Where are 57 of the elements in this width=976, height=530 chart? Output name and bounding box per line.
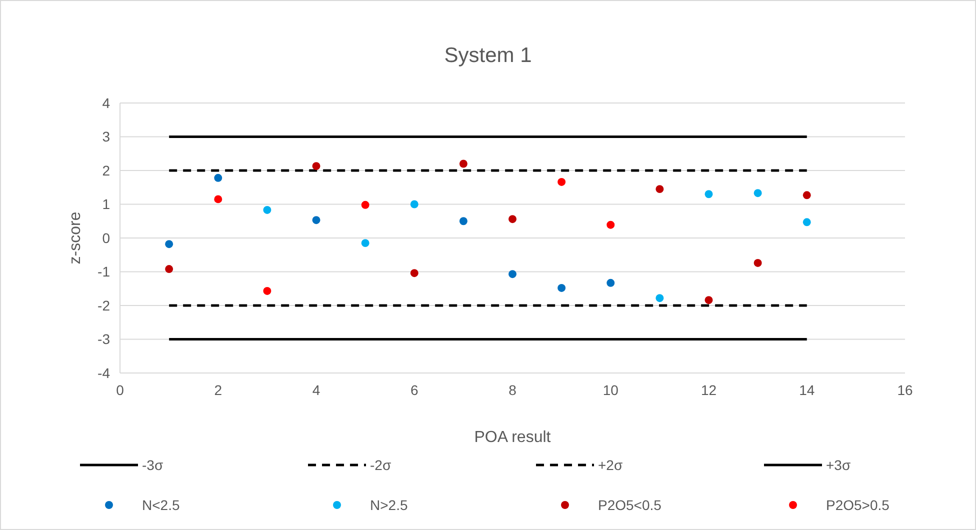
point <box>802 218 811 226</box>
point <box>459 160 468 168</box>
y-tick-label: 0 <box>102 230 110 246</box>
legend-label: -2σ <box>370 456 392 473</box>
legend-label: P2O5<0.5 <box>598 496 662 513</box>
x-tick-label: 14 <box>799 382 815 398</box>
legend-label: +3σ <box>826 456 851 473</box>
point <box>606 220 615 229</box>
point <box>361 200 370 209</box>
x-tick-label: 8 <box>508 382 517 398</box>
chart-title: System 1 <box>444 44 532 67</box>
y-tick-label: -3 <box>98 331 110 348</box>
point <box>263 287 272 295</box>
legend-label: -3σ <box>142 456 164 473</box>
x-tick-label: 16 <box>897 382 913 398</box>
x-tick-label: 6 <box>410 382 418 398</box>
point <box>165 265 174 274</box>
point <box>656 294 664 302</box>
point <box>214 195 222 204</box>
point <box>263 206 272 214</box>
y-axis-title: z-score <box>67 212 84 264</box>
point <box>754 189 762 198</box>
x-tick-label: 4 <box>312 382 320 398</box>
y-tick-label: 1 <box>102 196 110 212</box>
point <box>165 240 174 248</box>
legend-label: +2σ <box>598 456 623 473</box>
x-tick-label: 12 <box>700 382 717 398</box>
x-tick-label: 2 <box>214 382 222 398</box>
x-tick-label: 0 <box>116 382 124 398</box>
point <box>802 191 811 200</box>
point <box>361 239 370 248</box>
point <box>754 258 762 267</box>
point <box>312 162 320 170</box>
x-tick-label: 10 <box>602 382 619 398</box>
point <box>656 185 664 194</box>
legend-label: N>2.5 <box>370 496 408 513</box>
y-tick-label: -1 <box>98 264 110 280</box>
y-tick-label: 3 <box>102 128 110 145</box>
point <box>606 278 615 287</box>
y-tick-label: -2 <box>98 297 110 314</box>
y-tick-label: 2 <box>102 162 110 178</box>
point <box>558 284 566 292</box>
y-tick-label: 4 <box>102 94 110 111</box>
point <box>214 174 222 182</box>
point <box>508 270 516 278</box>
point <box>312 216 320 224</box>
point <box>459 217 468 226</box>
x-axis-title: POA result <box>474 429 552 446</box>
point <box>410 269 418 278</box>
point <box>704 296 713 304</box>
point <box>558 178 566 186</box>
point <box>508 215 516 224</box>
point <box>704 190 713 198</box>
legend-label: N<2.5 <box>142 496 180 513</box>
legend-label: P2O5>0.5 <box>826 496 890 513</box>
y-tick-label: -4 <box>98 364 110 381</box>
point <box>410 200 418 208</box>
